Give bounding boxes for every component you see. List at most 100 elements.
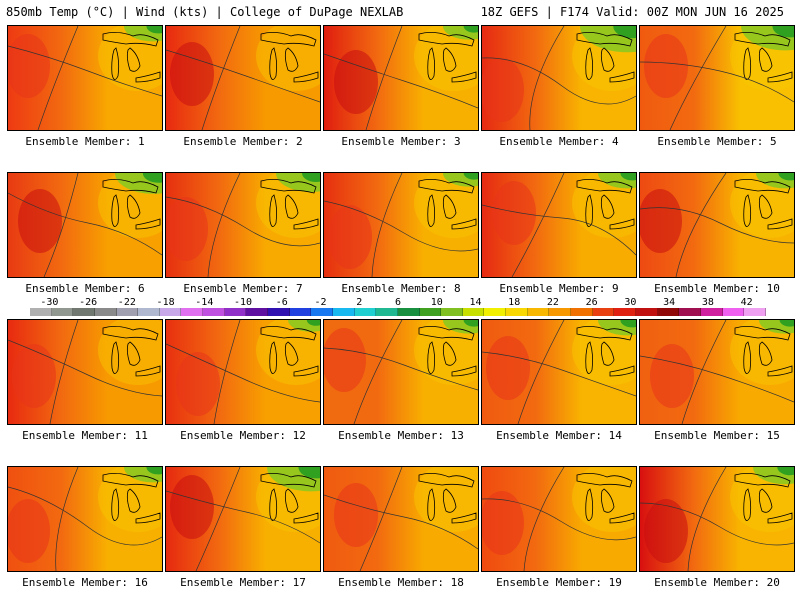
ensemble-panel: Ensemble Member: 5 [639,25,795,148]
ensemble-panel: Ensemble Member: 9 [481,172,637,295]
colorbar-cell [30,308,52,316]
temperature-map [7,466,163,572]
temperature-map [481,319,637,425]
colorbar-cell [419,308,442,316]
colorbar-cell [289,308,312,316]
temperature-map [481,172,637,278]
temperature-map [7,319,163,425]
ensemble-panel: Ensemble Member: 3 [323,25,479,148]
colorbar-cell [181,308,204,316]
ensemble-member-label: Ensemble Member: 9 [499,282,619,295]
colorbar-cell [484,308,507,316]
ensemble-member-label: Ensemble Member: 12 [180,429,306,442]
ensemble-member-label: Ensemble Member: 6 [25,282,145,295]
temperature-colorbar: -30 -26 -22 -18 -14 -10 -6 -2 2 6 10 14 18 22 26 30 34 38… [10,297,790,317]
colorbar-tick-label: -2 [314,297,327,308]
ensemble-panel: Ensemble Member: 16 [7,466,163,589]
colorbar-cell [376,308,398,316]
colorbar-strip [30,308,766,316]
ensemble-panel: Ensemble Member: 19 [481,466,637,589]
colorbar-cell [94,308,117,316]
colorbar-cell [700,308,723,316]
colorbar-cell [614,308,636,316]
temperature-map [639,319,795,425]
colorbar-cell [744,308,766,316]
colorbar-cell [592,308,615,316]
temperature-map [481,466,637,572]
colorbar-cell [462,308,485,316]
temperature-map [7,25,163,131]
ensemble-panel: Ensemble Member: 4 [481,25,637,148]
ensemble-member-label: Ensemble Member: 15 [654,429,780,442]
header-run-info: 18Z GEFS | F174 Valid: 00Z MON JUN 16 20… [480,5,784,19]
ensemble-panel: Ensemble Member: 18 [323,466,479,589]
colorbar-cell [116,308,139,316]
ensemble-panel: Ensemble Member: 1 [7,25,163,148]
colorbar-cell [51,308,74,316]
ensemble-panel: Ensemble Member: 10 [639,172,795,295]
colorbar-cell [397,308,420,316]
ensemble-member-label: Ensemble Member: 17 [180,576,306,589]
colorbar-cell [722,308,745,316]
ensemble-member-label: Ensemble Member: 1 [25,135,145,148]
colorbar-cell [138,308,160,316]
colorbar-tick-label: 14 [469,297,482,308]
temperature-map [165,25,321,131]
colorbar-tick-label: -22 [117,297,136,308]
temperature-map [323,466,479,572]
colorbar-tick-label: -18 [156,297,175,308]
ensemble-panel: Ensemble Member: 20 [639,466,795,589]
ensemble-panel: Ensemble Member: 12 [165,319,321,442]
header-title: 850mb Temp (°C) | Wind (kts) | College o… [6,5,404,19]
ensemble-member-label: Ensemble Member: 11 [22,429,148,442]
ensemble-panel: Ensemble Member: 2 [165,25,321,148]
ensemble-member-label: Ensemble Member: 18 [338,576,464,589]
colorbar-cell [224,308,247,316]
colorbar-tick-label: -30 [40,297,59,308]
temperature-map [481,25,637,131]
colorbar-cell [246,308,269,316]
colorbar-cell [159,308,182,316]
colorbar-tick-label: 34 [663,297,676,308]
ensemble-panel: Ensemble Member: 17 [165,466,321,589]
temperature-map [165,172,321,278]
colorbar-cell [657,308,680,316]
temperature-map [165,319,321,425]
ensemble-member-label: Ensemble Member: 16 [22,576,148,589]
ensemble-panel: Ensemble Member: 6 [7,172,163,295]
colorbar-tick-label: 30 [624,297,637,308]
temperature-map [323,25,479,131]
colorbar-tick-label: -10 [234,297,253,308]
colorbar-tick-label: -14 [195,297,214,308]
ensemble-member-label: Ensemble Member: 14 [496,429,622,442]
colorbar-cell [635,308,658,316]
colorbar-cell [506,308,528,316]
ensemble-member-label: Ensemble Member: 10 [654,282,780,295]
colorbar-cell [354,308,377,316]
colorbar-tick-label: 2 [356,297,363,308]
colorbar-cell [268,308,290,316]
colorbar-tick-label: 42 [740,297,753,308]
colorbar-tick-label: -26 [79,297,98,308]
colorbar-tick-label: 22 [546,297,559,308]
colorbar-cell [549,308,572,316]
colorbar-tick-label: 6 [394,297,402,308]
ensemble-panel: Ensemble Member: 14 [481,319,637,442]
ensemble-member-label: Ensemble Member: 8 [341,282,461,295]
ensemble-member-label: Ensemble Member: 19 [496,576,622,589]
colorbar-tick-label: 18 [508,297,521,308]
ensemble-member-label: Ensemble Member: 4 [499,135,619,148]
colorbar-cell [73,308,95,316]
temperature-map [323,172,479,278]
ensemble-panel: Ensemble Member: 7 [165,172,321,295]
ensemble-member-label: Ensemble Member: 2 [183,135,303,148]
colorbar-cell [527,308,550,316]
ensemble-panel: Ensemble Member: 11 [7,319,163,442]
colorbar-tick-label: -6 [275,297,288,308]
colorbar-cell [203,308,225,316]
colorbar-tick-label: 10 [430,297,443,308]
colorbar-cell [441,308,463,316]
temperature-map [639,25,795,131]
colorbar-cell [332,308,355,316]
ensemble-panel: Ensemble Member: 8 [323,172,479,295]
